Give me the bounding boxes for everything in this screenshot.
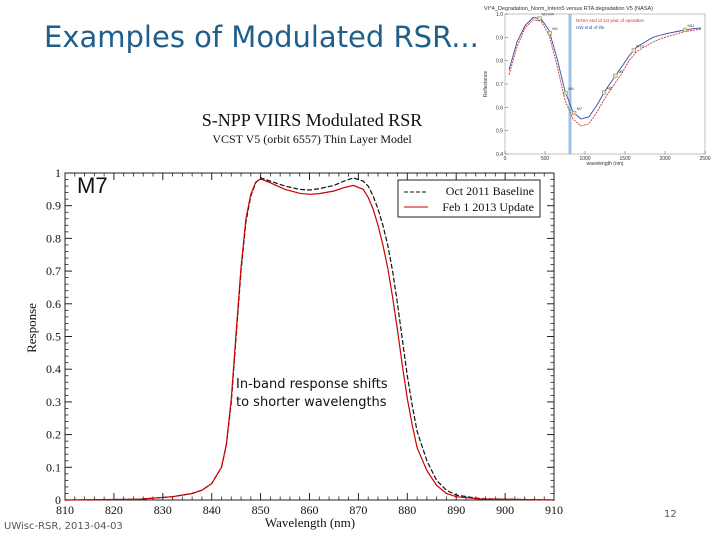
x-tick-label: 860 [301, 503, 319, 517]
x-tick-label: 910 [545, 503, 563, 517]
inset-legend-nasa: NASA end of 1st year of operation [576, 18, 645, 23]
y-tick-label: 0.8 [46, 231, 61, 245]
inset-band-marker [683, 27, 688, 32]
inset-band-markers: M1-M4 M5 M6 M7 M8 M9 M10 M11 [537, 12, 695, 116]
x-tick-label: 900 [496, 503, 514, 517]
inset-band-marker [563, 91, 568, 96]
slide-title: Examples of Modulated RSR... [44, 20, 479, 54]
y-tick-label: 0.3 [46, 395, 61, 409]
x-tick-label: 810 [56, 503, 74, 517]
inset-band-marker-label: M1-M4 [542, 12, 554, 16]
inset-xlabel: wavelength (nm) [587, 161, 624, 167]
inset-ticks: 0 500 1000 1500 2000 2500 0.4 0.5 0.6 0.7 0.8 0.9 1.… [496, 12, 711, 162]
inset-band-marker [572, 111, 577, 116]
inset-y-tick-label: 0.4 [496, 152, 503, 158]
x-tick-label: 870 [349, 503, 367, 517]
inset-band-marker [613, 73, 618, 78]
y-tick-label: 0.9 [46, 199, 61, 213]
legend-update-label: Feb 1 2013 Update [442, 200, 534, 214]
series-line-baseline [64, 177, 555, 501]
inset-y-tick-label: 0.9 [496, 35, 503, 41]
inset-band-marker [602, 90, 607, 95]
inset-x-tick-label: 0 [504, 156, 507, 162]
y-axis-label: Response [24, 303, 39, 353]
y-tick-label: 0.2 [46, 428, 61, 442]
inset-x-tick-label: 1000 [579, 156, 590, 162]
y-tick-label: 0.4 [46, 362, 61, 376]
page-number: 12 [664, 509, 677, 520]
axis-ticks: 810 820 830 840 850 860 870 880 890 900 910 0 0.1 0.2… [46, 166, 563, 517]
x-tick-label: 840 [203, 503, 221, 517]
x-tick-label: 890 [447, 503, 465, 517]
y-tick-label: 0 [55, 493, 61, 507]
x-axis-label: Wavelength (nm) [265, 515, 355, 530]
main-chart: S-NPP VIIRS Modulated RSR VCST V5 (orbit… [24, 110, 563, 530]
band-label: M7 [77, 173, 108, 198]
inset-plot-frame [504, 13, 706, 155]
y-tick-label: 1 [55, 166, 61, 180]
inset-legend-uw: UW end of life [576, 25, 605, 30]
legend-box [397, 179, 541, 218]
inset-y-tick-label: 0.8 [496, 59, 503, 65]
inset-band-marker-label: M11 [688, 24, 695, 28]
x-tick-label: 830 [154, 503, 172, 517]
series-line-update [64, 178, 555, 501]
inset-ylabel: Reflectance [483, 71, 489, 98]
legend-baseline-label: Oct 2011 Baseline [446, 184, 534, 198]
y-tick-label: 0.1 [46, 460, 61, 474]
inset-band-marker [631, 48, 636, 53]
inset-band-marker-label: M8 [607, 86, 612, 90]
series-lines [64, 177, 555, 501]
inset-band-marker-label: M10 [636, 44, 643, 48]
inset-y-tick-label: 0.7 [496, 82, 503, 88]
plot-frame [64, 172, 555, 501]
inset-series-nasa [508, 19, 702, 127]
inset-band-marker-label: M5 [552, 27, 557, 31]
chart-subtitle: VCST V5 (orbit 6557) Thin Layer Model [212, 132, 412, 146]
inset-x-tick-label: 500 [541, 156, 550, 162]
inset-y-tick-label: 0.6 [496, 105, 503, 111]
inset-x-tick-label: 2500 [699, 156, 710, 162]
inset-band-marker-label: M7 [577, 107, 582, 111]
inset-y-tick-label: 0.5 [496, 129, 503, 135]
inset-x-tick-label: 2000 [659, 156, 670, 162]
inset-title: VI^4_Degradation_Norm_Intero5 versus RTA… [484, 6, 653, 12]
x-tick-label: 850 [252, 503, 270, 517]
inset-band-marker [547, 31, 552, 36]
inset-chart: VI^4_Degradation_Norm_Intero5 versus RTA… [483, 6, 711, 167]
footer-text: UWisc-RSR, 2013-04-03 [4, 521, 123, 532]
y-tick-label: 0.6 [46, 297, 61, 311]
annotation-text: In-band response shifts to shorter wavele… [236, 377, 388, 410]
inset-band-marker [537, 16, 542, 21]
x-tick-label: 820 [105, 503, 123, 517]
inset-y-tick-label: 1.0 [496, 12, 503, 18]
y-tick-label: 0.7 [46, 264, 61, 278]
inset-band-marker-label: M9 [618, 70, 623, 74]
x-tick-label: 880 [398, 503, 416, 517]
chart-title: S-NPP VIIRS Modulated RSR [202, 110, 423, 130]
inset-x-tick-label: 1500 [619, 156, 630, 162]
inset-band-marker-label: M6 [568, 87, 573, 91]
y-tick-label: 0.5 [46, 330, 61, 344]
